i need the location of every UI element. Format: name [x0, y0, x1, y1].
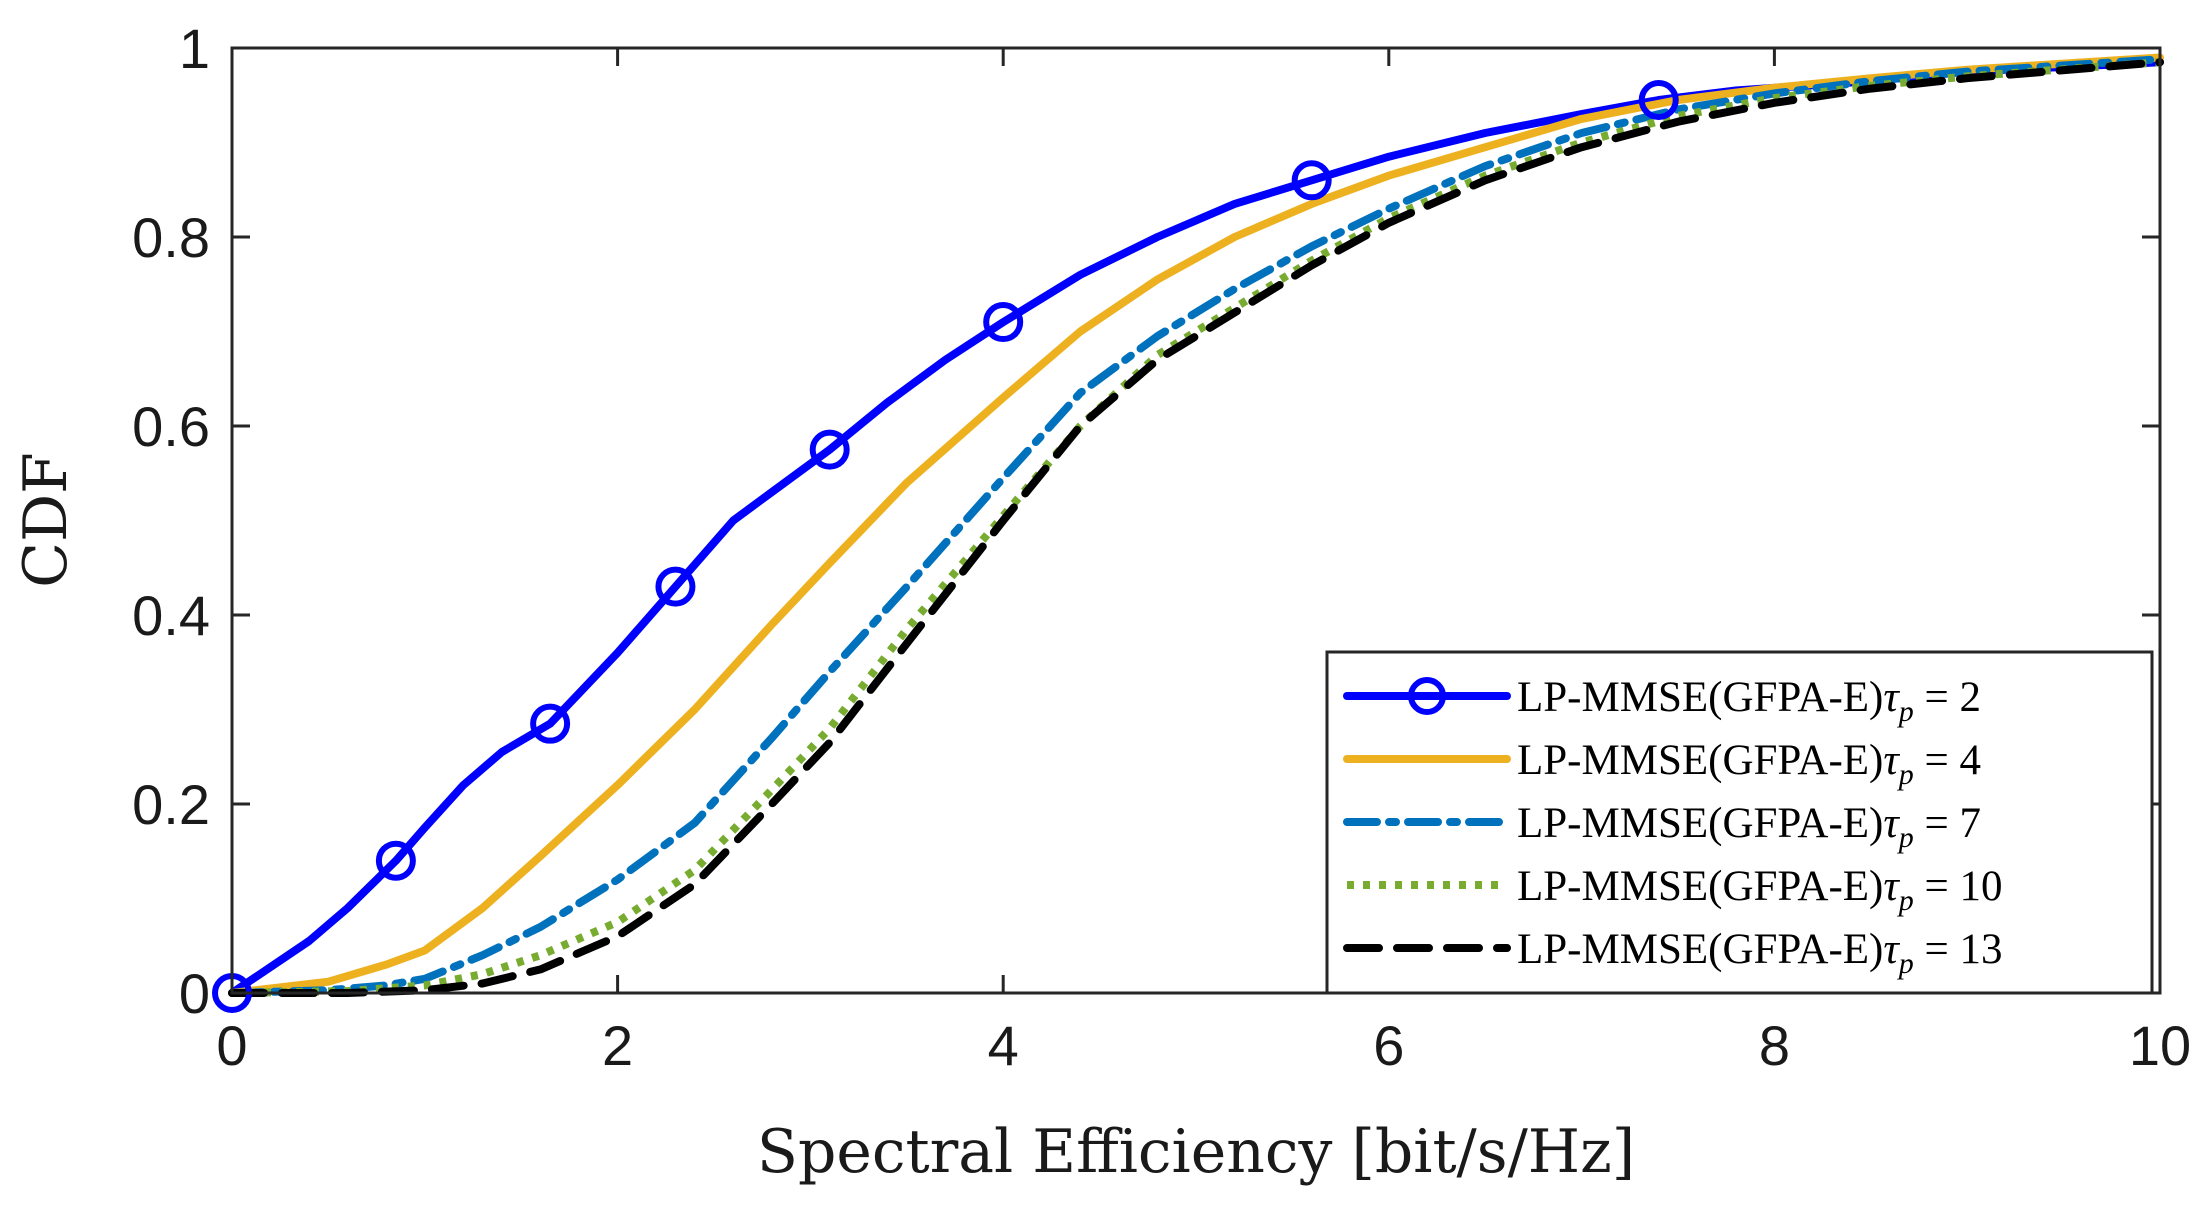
series-1-marker	[1291, 160, 1332, 201]
legend-marker	[1408, 677, 1446, 715]
x-axis-label: Spectral Efficiency [bit/s/Hz]	[757, 1117, 1635, 1187]
x-tick-label: 10	[2129, 1014, 2191, 1077]
x-tick-label: 0	[216, 1014, 247, 1077]
legend-label-2: LP-MMSE(GFPA-E)τp = 4	[1517, 737, 1981, 791]
series-line-5	[228, 58, 2164, 997]
legend-label-1: LP-MMSE(GFPA-E)τp = 2	[1517, 674, 1981, 728]
series-line-4	[231, 58, 2161, 997]
legend-box	[1325, 650, 2154, 995]
series-1-marker	[1638, 79, 1679, 120]
legend-label-3: LP-MMSE(GFPA-E)τp = 7	[1517, 800, 1981, 854]
series-1-marker	[655, 566, 696, 607]
marker-layer	[212, 79, 1679, 1013]
y-tick-label: 0.6	[132, 395, 210, 458]
label-layer: Spectral Efficiency [bit/s/Hz] CDF	[11, 452, 1635, 1187]
y-tick-label: 0.8	[132, 206, 210, 269]
series-layer	[228, 53, 2164, 997]
series-1-marker	[983, 302, 1024, 343]
y-tick-label: 1	[179, 17, 210, 80]
y-tick-label: 0.4	[132, 584, 210, 647]
x-tick-label: 4	[988, 1014, 1019, 1077]
series-line-2	[228, 53, 2164, 997]
series-line-3	[228, 55, 2164, 997]
y-axis-label: CDF	[11, 452, 81, 588]
tick-layer: 0 2 4 6 8 10 0 0.2 0.4 0.6 0.8 1	[132, 17, 2191, 1077]
x-tick-label: 8	[1759, 1014, 1790, 1077]
y-tick-label: 0.2	[132, 773, 210, 836]
legend: LP-MMSE(GFPA-E)τp = 2 LP-MMSE(GFPA-E)τp =…	[1325, 650, 2154, 995]
series-1-marker	[809, 429, 850, 470]
series-1-marker	[530, 703, 571, 744]
x-tick-label: 2	[602, 1014, 633, 1077]
y-tick-label: 0	[179, 962, 210, 1025]
plot-frame	[230, 46, 2162, 995]
series-1-marker	[375, 840, 416, 881]
legend-label-5: LP-MMSE(GFPA-E)τp = 13	[1517, 926, 2003, 980]
series-line-1	[228, 58, 2164, 997]
x-tick-label: 6	[1373, 1014, 1404, 1077]
legend-label-4: LP-MMSE(GFPA-E)τp = 10	[1517, 863, 2003, 917]
